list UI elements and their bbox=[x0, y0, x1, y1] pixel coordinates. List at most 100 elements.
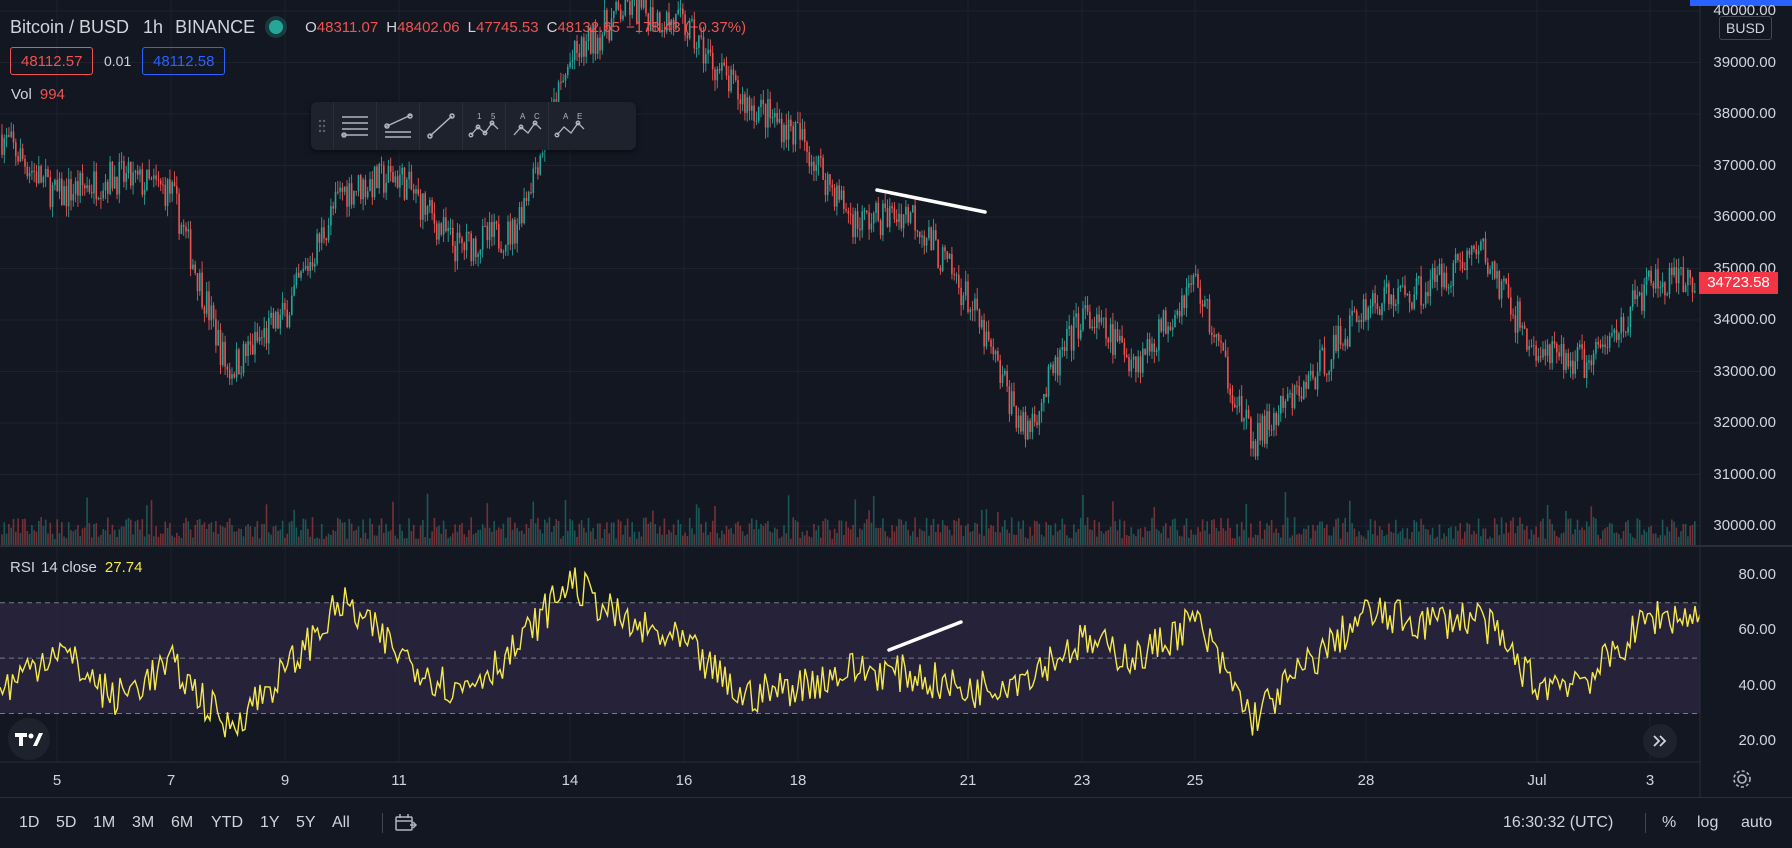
candle-body bbox=[997, 351, 999, 361]
price-tick: 33000.00 bbox=[1713, 362, 1776, 380]
candle-body bbox=[617, 1, 620, 10]
buy-price-button[interactable]: 48112.58 bbox=[142, 47, 226, 75]
market-status-icon[interactable] bbox=[269, 20, 284, 34]
volume-bar bbox=[1008, 533, 1011, 545]
candle-body bbox=[939, 267, 942, 271]
rsi-params: 14 close bbox=[41, 559, 97, 576]
candle-body bbox=[1077, 313, 1080, 339]
utc-clock[interactable]: 16:30:32 (UTC) bbox=[1503, 814, 1614, 831]
volume-legend[interactable]: Vol 994 bbox=[11, 86, 65, 103]
range-button-6m[interactable]: 6M bbox=[171, 814, 194, 831]
volume-bar bbox=[1519, 517, 1521, 545]
candle-body bbox=[192, 264, 194, 269]
candle-body bbox=[337, 191, 339, 193]
candle-body bbox=[240, 373, 242, 375]
symbol-name[interactable]: Bitcoin / BUSD bbox=[10, 16, 130, 37]
candle-body bbox=[256, 331, 259, 342]
candle-body bbox=[1183, 295, 1185, 308]
candle-body bbox=[150, 178, 153, 180]
percent-toggle[interactable]: % bbox=[1662, 814, 1677, 831]
candle-body bbox=[254, 331, 256, 355]
volume-bar bbox=[1413, 519, 1415, 545]
volume-bar bbox=[1001, 526, 1004, 545]
range-button-1d[interactable]: 1D bbox=[19, 814, 40, 831]
candle-body bbox=[1404, 285, 1406, 295]
volume-bar bbox=[286, 533, 288, 545]
candle-body bbox=[1661, 282, 1664, 288]
candle-body bbox=[725, 65, 728, 76]
candle-body bbox=[95, 171, 98, 200]
volume-bar bbox=[38, 520, 40, 545]
volume-bar bbox=[969, 532, 972, 545]
range-button-all[interactable]: All bbox=[332, 814, 350, 831]
volume-bar bbox=[1641, 534, 1643, 545]
candle-body bbox=[1369, 306, 1372, 308]
tradingview-logo-icon[interactable] bbox=[8, 718, 50, 760]
volume-bar bbox=[346, 538, 348, 545]
axis-settings-gear-icon[interactable] bbox=[1731, 768, 1753, 795]
candle-body bbox=[231, 374, 233, 379]
parallel-channel-icon[interactable] bbox=[376, 102, 419, 150]
symbol-legend[interactable]: Bitcoin / BUSD 1h BINANCE O 48311.07 H 484… bbox=[10, 16, 752, 38]
candle-body bbox=[373, 166, 376, 198]
range-button-1y[interactable]: 1Y bbox=[260, 814, 280, 831]
trend-line-drawing-price[interactable] bbox=[875, 188, 987, 214]
trend-line-drawing-rsi[interactable] bbox=[887, 620, 963, 652]
volume-bar bbox=[659, 526, 661, 545]
sell-price-button[interactable]: 48112.57 bbox=[10, 47, 94, 75]
auto-toggle[interactable]: auto bbox=[1741, 814, 1773, 831]
range-button-5y[interactable]: 5Y bbox=[296, 814, 316, 831]
candle-body bbox=[224, 341, 226, 367]
volume-bar bbox=[247, 523, 249, 545]
log-toggle[interactable]: log bbox=[1697, 814, 1719, 831]
candle-body bbox=[567, 67, 569, 75]
candle-body bbox=[362, 179, 364, 200]
price-tick: 38000.00 bbox=[1713, 105, 1776, 122]
candle-body bbox=[1020, 415, 1022, 432]
grip-icon[interactable] bbox=[311, 102, 333, 150]
candle-body bbox=[1296, 385, 1298, 387]
candle-body bbox=[778, 118, 781, 123]
range-button-ytd[interactable]: YTD bbox=[211, 814, 243, 831]
trend-line-icon[interactable] bbox=[419, 102, 462, 150]
scroll-to-realtime-icon[interactable] bbox=[1643, 724, 1677, 758]
currency-badge[interactable]: BUSD bbox=[1719, 16, 1772, 40]
candle-body bbox=[136, 170, 139, 175]
range-button-5d[interactable]: 5D bbox=[56, 814, 77, 831]
candle-body bbox=[219, 329, 222, 365]
range-button-3m[interactable]: 3M bbox=[132, 814, 155, 831]
rsi-label: RSI bbox=[10, 559, 36, 576]
volume-bar bbox=[808, 536, 811, 545]
candle-body bbox=[1254, 441, 1257, 457]
candle-body bbox=[619, 9, 622, 20]
volume-bar bbox=[1535, 526, 1537, 545]
candle-body bbox=[111, 161, 114, 189]
horizontal-lines-icon[interactable] bbox=[333, 102, 376, 150]
range-button-1m[interactable]: 1M bbox=[93, 814, 116, 831]
calendar-range-icon[interactable] bbox=[394, 813, 418, 838]
volume-bar bbox=[1135, 536, 1137, 545]
candle-body bbox=[642, 0, 645, 8]
volume-bar bbox=[652, 510, 654, 545]
volume-bar bbox=[668, 529, 670, 545]
volume-bar bbox=[688, 517, 691, 545]
interval[interactable]: 1h bbox=[143, 16, 164, 37]
candle-body bbox=[61, 178, 63, 206]
candle-body bbox=[721, 62, 723, 71]
volume-bar bbox=[1339, 538, 1342, 545]
volume-bar bbox=[1132, 533, 1135, 545]
candle-body bbox=[341, 187, 344, 192]
candle-body bbox=[176, 186, 178, 194]
volume-bar bbox=[521, 530, 523, 545]
candle-body bbox=[1116, 329, 1119, 341]
volume-bar bbox=[987, 528, 990, 545]
candle-body bbox=[1622, 317, 1625, 332]
volume-bar bbox=[826, 519, 829, 545]
volume-bar bbox=[194, 524, 196, 545]
rsi-legend[interactable]: RSI 14 close 27.74 bbox=[10, 559, 142, 576]
